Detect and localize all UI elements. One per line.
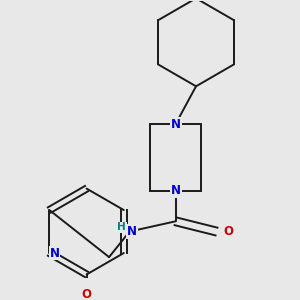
Text: H: H — [117, 222, 126, 233]
Text: N: N — [171, 184, 181, 197]
Text: O: O — [224, 225, 234, 238]
Text: N: N — [127, 225, 136, 238]
Text: N: N — [50, 247, 59, 260]
Text: N: N — [171, 118, 181, 130]
Text: O: O — [82, 289, 92, 300]
